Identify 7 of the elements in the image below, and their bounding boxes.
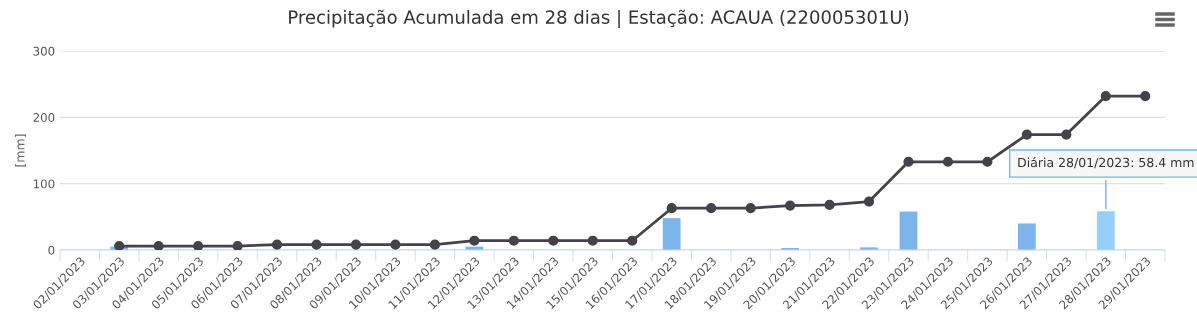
y-tick-label: 300 [33,46,55,56]
annotation: Diária 28/01/2023: 58.4 mm [1018,157,1194,169]
y-tick-label: 200 [33,113,55,122]
y-tick-label: 0 [48,245,55,255]
chart-title: Precipitação Acumulada em 28 dias | Estação: ACAUA (220005301U) [289,9,909,28]
y-tick-label: 100 [33,179,55,189]
y-axis-title: [mm] [14,134,27,167]
